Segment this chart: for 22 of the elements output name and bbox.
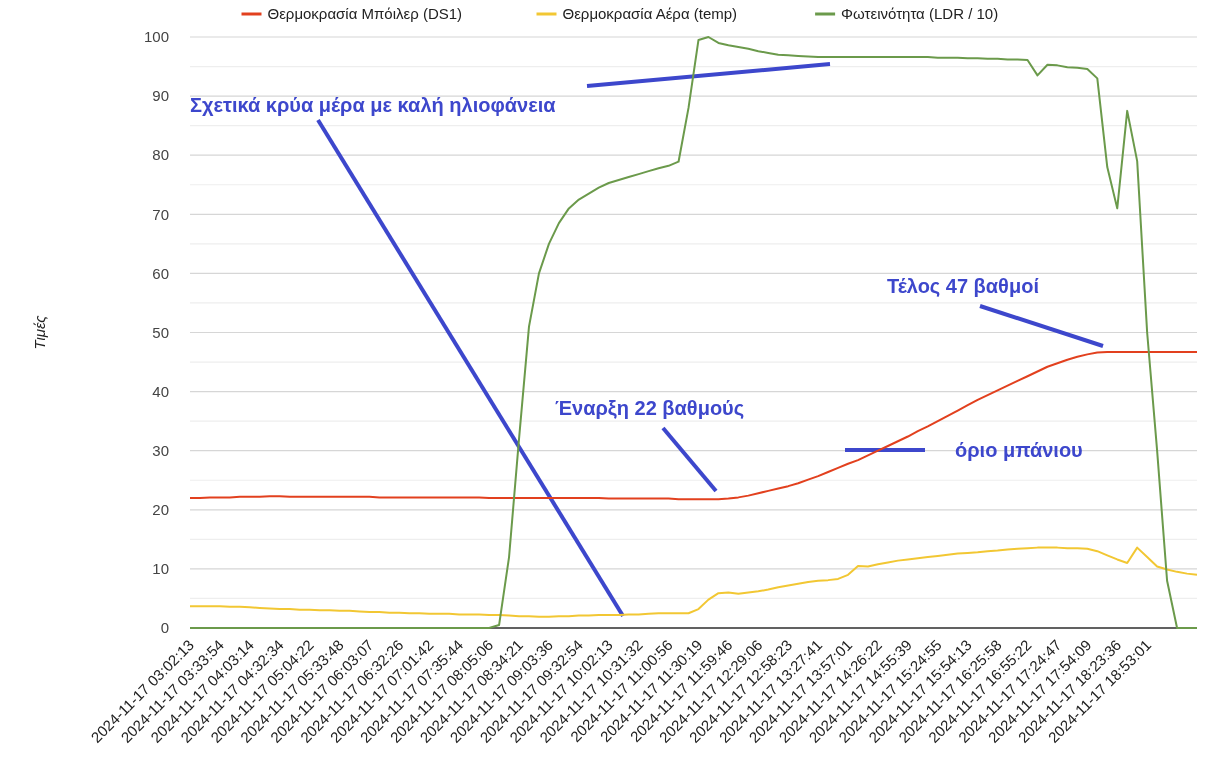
y-tick-label: 50	[152, 323, 169, 341]
annotation: Έναρξη 22 βαθμούς	[555, 397, 745, 419]
y-tick-label: 90	[152, 87, 169, 105]
legend-label: Φωτεινότητα (LDR / 10)	[841, 5, 999, 22]
y-tick-label: 70	[152, 205, 169, 223]
legend-label: Θερμοκρασία Μπόιλερ (DS1)	[267, 5, 463, 22]
line-series	[189, 351, 1198, 501]
y-tick-label: 0	[160, 619, 169, 637]
annotation: Σχετικά κρύα μέρα με καλή ηλιοφάνεια	[190, 94, 557, 116]
y-tick-label: 60	[152, 264, 169, 282]
legend-label: Θερμοκρασία Αέρα (temp)	[562, 5, 738, 22]
line-series	[189, 546, 1198, 618]
y-tick-label: 10	[152, 560, 169, 578]
y-tick-label: 40	[152, 382, 169, 400]
annotation: Τέλος 47 βαθμοί	[887, 275, 1039, 297]
y-tick-label: 30	[152, 441, 169, 459]
y-axis-title: Τιμές	[31, 314, 48, 350]
y-tick-label: 100	[143, 28, 169, 46]
y-tick-label: 80	[152, 146, 169, 164]
line-series	[189, 36, 1198, 629]
annotation: όριο μπάνιου	[955, 439, 1083, 461]
y-tick-label: 20	[152, 501, 169, 519]
